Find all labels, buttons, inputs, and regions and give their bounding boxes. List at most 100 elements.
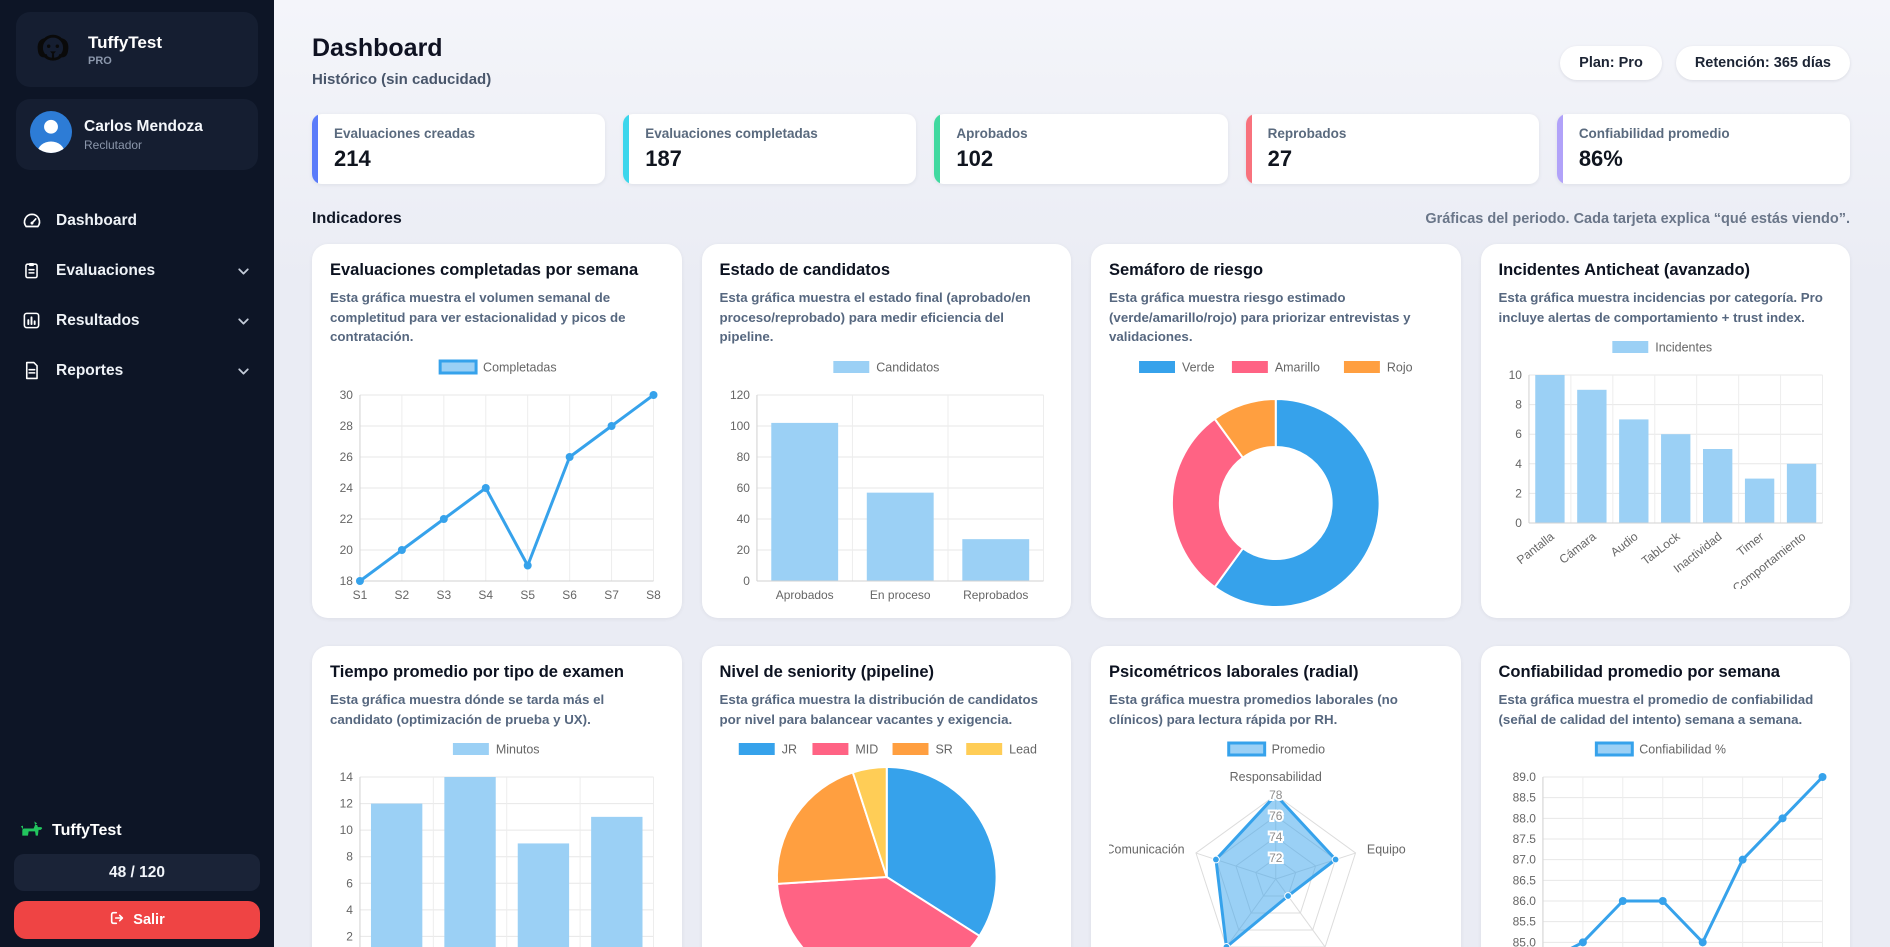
kpi-label: Evaluaciones completadas: [645, 126, 818, 141]
user-card[interactable]: Carlos Mendoza Reclutador: [16, 99, 258, 170]
svg-text:Responsabilidad: Responsabilidad: [1230, 770, 1322, 784]
main-content: Dashboard Histórico (sin caducidad) Plan…: [274, 0, 1890, 947]
header-badges: Plan: Pro Retención: 365 días: [1560, 46, 1850, 80]
usage-counter: 48 / 120: [14, 854, 260, 891]
svg-text:S6: S6: [562, 587, 577, 601]
kpi-card: Evaluaciones completadas 187: [623, 114, 917, 184]
svg-text:S3: S3: [436, 587, 451, 601]
chart-card: Confiabilidad promedio por semana Esta g…: [1480, 646, 1850, 947]
chart-title: Incidentes Anticheat (avanzado): [1498, 261, 1751, 279]
svg-text:8: 8: [1515, 398, 1522, 412]
svg-text:6: 6: [346, 876, 353, 890]
kpi-value: 27: [1267, 146, 1293, 171]
sidebar-nav: Dashboard Evaluaciones Resultados Report…: [0, 196, 274, 396]
nav-item-label: Resultados: [56, 312, 140, 329]
svg-text:4: 4: [1515, 457, 1522, 471]
chart-canvas[interactable]: Confiabilidad %84.585.085.586.086.587.08…: [1499, 733, 1833, 947]
kpi-card: Reprobados 27: [1245, 114, 1539, 184]
svg-text:S7: S7: [604, 587, 619, 601]
chevron-down-icon: [235, 263, 252, 280]
svg-text:40: 40: [736, 511, 750, 525]
kpi-value: 214: [334, 146, 371, 171]
chart-canvas[interactable]: Completadas 18 20 22 24 26 28 30 S1 S2 S3 S4 S5 S6 S7 S…: [330, 351, 664, 609]
nav-item-label: Reportes: [56, 362, 124, 379]
svg-text:S2: S2: [395, 587, 410, 601]
kpi-card: Aprobados 102: [934, 114, 1228, 184]
svg-text:Promedio: Promedio: [1272, 742, 1325, 756]
logout-label: Salir: [133, 912, 165, 928]
svg-text:Comunicación: Comunicación: [1109, 842, 1185, 856]
kpi-value: 102: [956, 146, 994, 171]
svg-text:Aprobados: Aprobados: [775, 587, 833, 601]
svg-text:MID: MID: [855, 742, 878, 756]
sidebar-nav-item[interactable]: Resultados: [0, 296, 274, 346]
svg-text:4: 4: [346, 903, 353, 917]
chart-description: Esta gráfica muestra la distribución de …: [719, 692, 1038, 727]
chart-description: Esta gráfica muestra promedios laborales…: [1109, 692, 1398, 727]
brand-card: TuffyTest PRO: [16, 12, 258, 87]
nav-item-label: Dashboard: [56, 212, 137, 229]
svg-text:S8: S8: [646, 587, 661, 601]
chart-title: Psicométricos laborales (radial): [1109, 663, 1359, 681]
svg-text:12: 12: [340, 797, 354, 811]
logout-button[interactable]: Salir: [14, 901, 260, 939]
kpi-label: Confiabilidad promedio: [1578, 126, 1730, 141]
section-row: Indicadores Gráficas del periodo. Cada t…: [312, 210, 1850, 228]
chart-card: Estado de candidatos Esta gráfica muestr…: [701, 244, 1071, 618]
sidebar: TuffyTest PRO Carlos Mendoza Reclutador …: [0, 0, 274, 947]
kpi-value: 86%: [1578, 146, 1623, 171]
svg-text:120: 120: [729, 387, 749, 401]
kpi-row: Evaluaciones creadas 214 Evaluaciones co…: [312, 114, 1851, 184]
dog-logo-icon: [30, 24, 76, 75]
sidebar-nav-item[interactable]: Evaluaciones: [0, 246, 274, 296]
chart-canvas[interactable]: JR MID SR Lead: [720, 733, 1054, 947]
chart-description: Esta gráfica muestra el estado final (ap…: [719, 290, 1031, 344]
chart-description: Esta gráfica muestra incidencias por cat…: [1498, 290, 1823, 325]
svg-text:En proceso: En proceso: [869, 587, 930, 601]
chart-card: Tiempo promedio por tipo de examen Esta …: [312, 646, 682, 947]
svg-text:0: 0: [743, 573, 750, 587]
svg-text:JR: JR: [781, 742, 796, 756]
svg-text:6: 6: [1515, 427, 1522, 441]
user-role: Reclutador: [84, 137, 143, 152]
svg-text:Timer: Timer: [1734, 529, 1766, 559]
svg-text:2: 2: [1515, 486, 1522, 500]
svg-text:100: 100: [729, 418, 749, 432]
chart-title: Estado de candidatos: [719, 261, 891, 279]
charts-grid: Evaluaciones completadas por semana Esta…: [312, 244, 1850, 947]
chart-title: Semáforo de riesgo: [1109, 261, 1264, 279]
svg-text:88.0: 88.0: [1512, 811, 1536, 825]
svg-text:24: 24: [340, 480, 354, 494]
chart-canvas[interactable]: Promedio72747678ResponsabilidadEquipoPre…: [1109, 733, 1443, 947]
chart-description: Esta gráfica muestra el volumen semanal …: [330, 290, 626, 344]
svg-text:88.5: 88.5: [1512, 791, 1536, 805]
svg-text:18: 18: [340, 573, 354, 587]
svg-text:14: 14: [340, 770, 354, 784]
chart-canvas[interactable]: Minutos02468101214: [330, 733, 664, 947]
nav-item-icon: [22, 361, 42, 381]
svg-text:78: 78: [1269, 788, 1283, 802]
svg-text:Incidentes: Incidentes: [1655, 340, 1712, 354]
svg-text:28: 28: [340, 418, 354, 432]
svg-text:20: 20: [736, 542, 750, 556]
sidebar-nav-item[interactable]: Reportes: [0, 346, 274, 396]
page-title: Dashboard: [312, 34, 443, 62]
chart-title: Confiabilidad promedio por semana: [1498, 663, 1780, 681]
sidebar-spacer: [0, 396, 274, 820]
section-caption: Gráficas del periodo. Cada tarjeta expli…: [1425, 211, 1850, 227]
footer-brand-name: TuffyTest: [52, 822, 122, 839]
page-header: Dashboard Histórico (sin caducidad) Plan…: [312, 34, 1850, 88]
chart-canvas[interactable]: Verde Amarillo Rojo: [1109, 351, 1443, 609]
svg-text:S1: S1: [353, 587, 368, 601]
svg-text:87.5: 87.5: [1512, 832, 1536, 846]
svg-text:85.0: 85.0: [1512, 935, 1536, 947]
svg-text:26: 26: [340, 449, 354, 463]
chart-canvas[interactable]: Candidatos 0 20 40 60 80 100 120 Aprobados En pro…: [720, 351, 1054, 609]
nav-item-icon: [22, 311, 42, 331]
chart-card: Semáforo de riesgo Esta gráfica muestra …: [1091, 244, 1461, 618]
svg-text:30: 30: [340, 387, 354, 401]
sidebar-nav-item[interactable]: Dashboard: [0, 196, 274, 246]
svg-text:2: 2: [346, 929, 353, 943]
chart-card: Psicométricos laborales (radial) Esta gr…: [1091, 646, 1461, 947]
